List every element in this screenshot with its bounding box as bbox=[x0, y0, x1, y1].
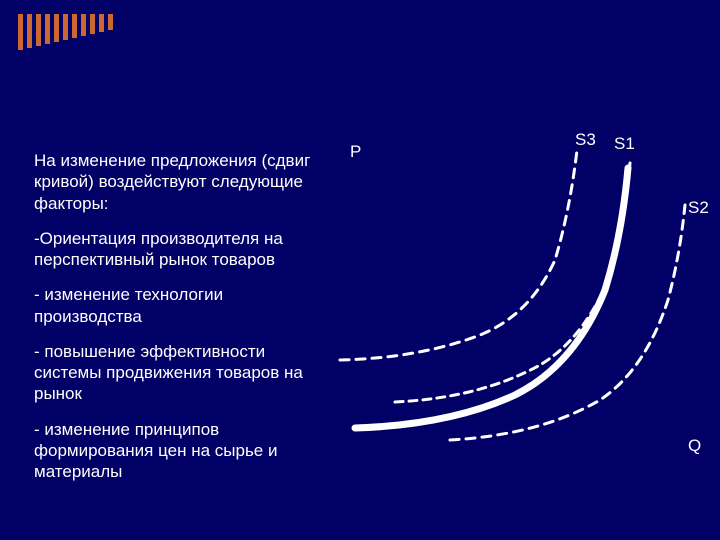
bullet-1: -Ориентация производителя на перспективн… bbox=[34, 228, 314, 271]
bullet-3: - повышение эффективности системы продви… bbox=[34, 341, 314, 405]
intro-paragraph: На изменение предложения (сдвиг кривой) … bbox=[34, 150, 314, 214]
curve-s1_dashed_inner bbox=[395, 163, 630, 402]
supply-curves-chart bbox=[330, 140, 700, 450]
bullet-2: - изменение технологии производства bbox=[34, 284, 314, 327]
bullet-4: - изменение принципов формирования цен н… bbox=[34, 419, 314, 483]
slide: На изменение предложения (сдвиг кривой) … bbox=[0, 0, 720, 540]
curve-s1_main bbox=[355, 168, 628, 428]
corner-decoration bbox=[18, 14, 113, 50]
text-content: На изменение предложения (сдвиг кривой) … bbox=[34, 150, 314, 482]
curve-s3 bbox=[340, 150, 577, 360]
